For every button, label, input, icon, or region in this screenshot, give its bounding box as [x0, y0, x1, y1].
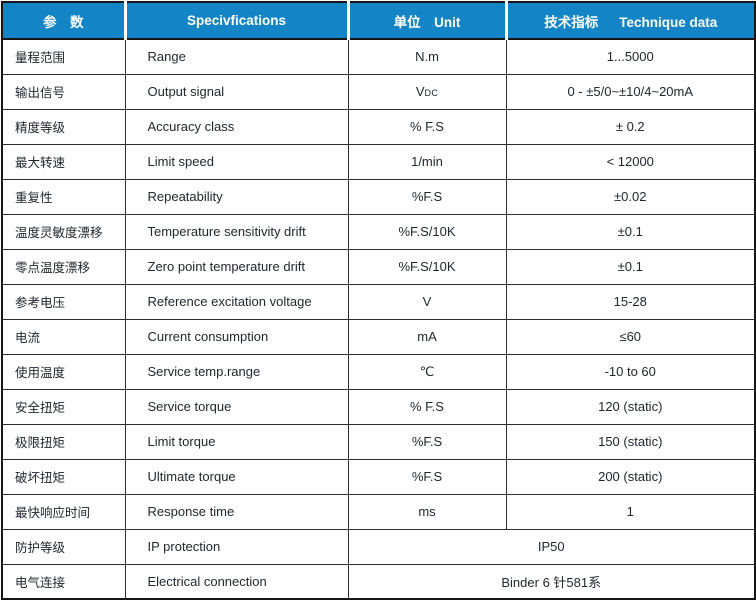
value-cell: ≤60 [505, 318, 756, 355]
unit-main: V [415, 84, 425, 99]
spec-cell: Service temp.range [124, 353, 349, 390]
unit-cell: %F.S [347, 423, 507, 460]
unit-cell: % F.S [347, 108, 507, 145]
unit-cell: N.m [347, 38, 507, 75]
value-cell: 1...5000 [505, 38, 756, 75]
spec-cell: Accuracy class [124, 108, 349, 145]
unit-subscript: DC [424, 88, 439, 98]
table-row: 重复性 Repeatability %F.S ±0.02 [1, 178, 756, 215]
param-cell: 最大转速 [1, 143, 126, 180]
spec-cell: Reference excitation voltage [124, 283, 349, 320]
spec-cell: Limit torque [124, 423, 349, 460]
table-row: 精度等级 Accuracy class % F.S ± 0.2 [1, 108, 756, 145]
spec-cell: Limit speed [124, 143, 349, 180]
header-unit: 单位 Unit [348, 2, 508, 40]
merged-value-cell: Binder 6 针581系 [347, 563, 756, 600]
header-technique-data: 技术指标 Technique data [506, 2, 755, 40]
unit-cell: ℃ [347, 353, 507, 390]
spec-cell: Ultimate torque [124, 458, 349, 495]
spec-cell: Current consumption [124, 318, 349, 355]
table-row: 电流 Current consumption mA ≤60 [1, 318, 756, 355]
value-cell: ± 0.2 [505, 108, 756, 145]
table-row: 电气连接 Electrical connection Binder 6 针581… [1, 563, 756, 600]
spec-cell: Electrical connection [124, 563, 349, 600]
unit-cell: V [347, 283, 507, 320]
param-cell: 电流 [1, 318, 126, 355]
spec-cell: Response time [124, 493, 349, 530]
param-cell: 量程范围 [1, 38, 126, 75]
param-cell: 电气连接 [1, 563, 126, 600]
spec-cell: IP protection [124, 528, 349, 565]
value-cell: ±0.1 [505, 213, 756, 250]
param-cell: 温度灵敏度漂移 [1, 213, 126, 250]
spec-cell: Repeatability [124, 178, 349, 215]
param-cell: 重复性 [1, 178, 126, 215]
spec-cell: Range [124, 38, 349, 75]
param-cell: 精度等级 [1, 108, 126, 145]
param-cell: 最快响应时间 [1, 493, 126, 530]
value-cell: ±0.02 [505, 178, 756, 215]
header-row: 参 数 Specivfications 单位 Unit 技术指标 Techniq… [2, 2, 755, 40]
param-cell: 破坏扭矩 [1, 458, 126, 495]
table-row: 使用温度 Service temp.range ℃ -10 to 60 [1, 353, 756, 390]
param-cell: 零点温度漂移 [1, 248, 126, 285]
table-row: 最快响应时间 Response time ms 1 [1, 493, 756, 530]
table-row: 防护等级 IP protection IP50 [1, 528, 756, 565]
unit-cell: % F.S [347, 388, 507, 425]
unit-cell: ms [347, 493, 507, 530]
param-cell: 极限扭矩 [1, 423, 126, 460]
table-row: 零点温度漂移 Zero point temperature drift %F.S… [1, 248, 756, 285]
spec-cell: Temperature sensitivity drift [124, 213, 349, 250]
table-row: 量程范围 Range N.m 1...5000 [1, 38, 756, 75]
spec-cell: Service torque [124, 388, 349, 425]
spec-cell: Zero point temperature drift [124, 248, 349, 285]
unit-cell: %F.S [347, 178, 507, 215]
value-cell: 1 [505, 493, 756, 530]
value-cell: -10 to 60 [505, 353, 756, 390]
param-cell: 防护等级 [1, 528, 126, 565]
unit-cell: %F.S/10K [347, 213, 507, 250]
value-cell: ±0.1 [505, 248, 756, 285]
header-specifications: Specivfications [125, 2, 350, 40]
table-row: 极限扭矩 Limit torque %F.S 150 (static) [1, 423, 756, 460]
param-cell: 安全扭矩 [1, 388, 126, 425]
param-cell: 输出信号 [1, 73, 126, 110]
unit-cell: %F.S [347, 458, 507, 495]
merged-value-cell: IP50 [347, 528, 756, 565]
value-cell: 15-28 [505, 283, 756, 320]
value-cell: 0 - ±5/0~±10/4~20mA [505, 73, 756, 110]
param-cell: 使用温度 [1, 353, 126, 390]
value-cell: < 12000 [505, 143, 756, 180]
table-row: 输出信号 Output signal VDC 0 - ±5/0~±10/4~20… [1, 73, 756, 110]
header-param: 参 数 [2, 2, 127, 40]
value-cell: 200 (static) [505, 458, 756, 495]
unit-cell: mA [347, 318, 507, 355]
unit-cell: VDC [347, 73, 507, 110]
param-cell: 参考电压 [1, 283, 126, 320]
table-row: 参考电压 Reference excitation voltage V 15-2… [1, 283, 756, 320]
table-row: 最大转速 Limit speed 1/min < 12000 [1, 143, 756, 180]
table-row: 温度灵敏度漂移 Temperature sensitivity drift %F… [1, 213, 756, 250]
value-cell: 150 (static) [505, 423, 756, 460]
value-cell: 120 (static) [505, 388, 756, 425]
table-row: 安全扭矩 Service torque % F.S 120 (static) [1, 388, 756, 425]
unit-cell: %F.S/10K [347, 248, 507, 285]
spec-cell: Output signal [124, 73, 349, 110]
unit-cell: 1/min [347, 143, 507, 180]
table-row: 破坏扭矩 Ultimate torque %F.S 200 (static) [1, 458, 756, 495]
